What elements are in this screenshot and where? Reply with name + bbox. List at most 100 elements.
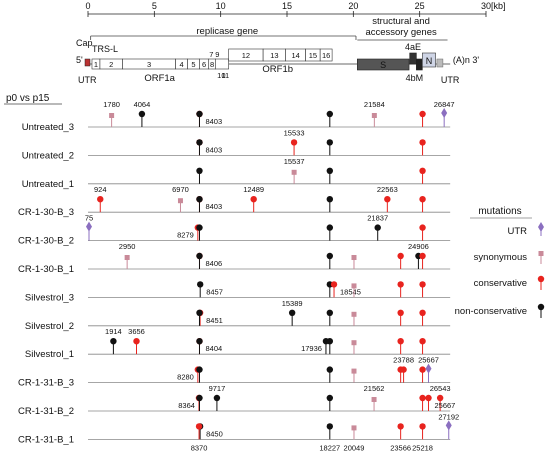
mutation-marker-conservative — [419, 196, 426, 203]
mutation-position-label: 27192 — [438, 412, 459, 421]
mutation-marker-synonymous — [351, 340, 357, 346]
mutation-marker-conservative — [397, 423, 404, 430]
mutation-marker-non-conservative — [196, 110, 203, 118]
five-prime-label: 5' — [76, 55, 83, 65]
mutation-marker-synonymous — [351, 425, 357, 431]
scale-tick-label: 5 — [152, 1, 157, 11]
mutation-marker-utr — [85, 221, 92, 232]
nsp-label: 5 — [191, 60, 195, 69]
mutation-position-label: 8457 — [206, 287, 223, 296]
s-gene-box — [357, 58, 410, 71]
mutation-position-label: 18227 — [319, 443, 340, 452]
mutation-marker-non-conservative — [138, 110, 146, 118]
mutation-position-label: 8403 — [205, 202, 222, 211]
legend-item-label: conservative — [474, 278, 527, 289]
mutation-marker-conservative — [195, 423, 203, 430]
sample-name: CR-1-31-B_1 — [18, 434, 74, 445]
mutation-marker-non-conservative — [326, 110, 334, 118]
mutation-marker-synonymous — [351, 283, 357, 289]
utr-right-label: UTR — [441, 75, 460, 85]
nsp-label: 11 — [221, 71, 229, 80]
mutation-marker-non-conservative — [326, 309, 334, 316]
gene-4ae-label: 4aE — [405, 42, 421, 52]
mutation-position-label: 2950 — [119, 242, 136, 251]
sample-name: CR-1-31-B_3 — [18, 378, 74, 389]
mutation-marker-conservative — [290, 139, 298, 146]
mutation-position-label: 3656 — [128, 327, 145, 336]
mutation-position-label: 8403 — [205, 117, 222, 126]
mutation-position-label: 15389 — [282, 299, 303, 308]
nsp-box — [215, 58, 229, 70]
mutation-marker-conservative — [250, 196, 257, 203]
sample-tracks: Untreated_3 1780 4064 8403 21584 26847 Untreat… — [18, 100, 459, 452]
mutation-position-label: 6970 — [172, 185, 189, 194]
mutation-position-label: 26847 — [434, 100, 455, 109]
mutation-marker-conservative — [397, 252, 404, 260]
mutation-marker-conservative — [419, 224, 426, 231]
legend-item-label: synonymous — [474, 252, 528, 263]
gene-4bm-box — [416, 58, 423, 71]
structural-label-2: accessory genes — [365, 27, 437, 38]
replicase-gene-label: replicase gene — [196, 26, 258, 37]
nsp-box — [319, 48, 333, 62]
scale-tick-label: 20 — [348, 1, 358, 11]
polya-label: (A)n 3' — [453, 55, 480, 65]
nsp-label: 15 — [309, 51, 317, 60]
mutation-position-label: 8364 — [178, 401, 195, 410]
mutation-marker-non-conservative — [196, 281, 204, 288]
legend-item-label: non-conservative — [455, 306, 527, 317]
gene-4bm-label: 4bM — [406, 73, 424, 83]
scale-tick-label: 15 — [282, 1, 292, 11]
sample-name: CR-1-30-B_1 — [18, 264, 74, 275]
mutation-marker-non-conservative — [196, 167, 203, 174]
mutation-position-label: 23566 — [390, 443, 411, 452]
mutation-marker-non-conservative — [110, 338, 117, 345]
nsp-label: 4 — [179, 60, 183, 69]
sample-name: Untreated_2 — [22, 150, 74, 161]
mutation-position-label: 8280 — [177, 373, 194, 382]
sample-name: Silvestrol_1 — [25, 349, 74, 360]
mutation-position-label: 75 — [85, 214, 93, 223]
nsp-label: 6 — [202, 60, 206, 69]
mutation-position-label: 21562 — [364, 384, 385, 393]
nsp-label: 2 — [109, 60, 113, 69]
mutation-marker-synonymous — [177, 198, 183, 204]
mutation-marker-non-conservative — [326, 196, 334, 203]
mutation-position-label: 8451 — [206, 316, 223, 325]
mutation-marker-non-conservative — [288, 309, 296, 316]
mutation-marker-utr — [445, 420, 452, 431]
n-gene-box — [422, 52, 436, 68]
mutation-position-label: 18545 — [340, 287, 361, 296]
mutation-marker-conservative — [419, 110, 426, 118]
mutation-marker-non-conservative — [326, 338, 334, 345]
legend-conservative-icon — [537, 275, 545, 283]
mutation-marker-conservative — [436, 394, 444, 402]
nsp-label: 16 — [322, 51, 330, 60]
cap-label: Cap — [76, 38, 93, 48]
scale-tick-label: 30 — [481, 1, 491, 11]
mutation-marker-non-conservative — [326, 167, 334, 174]
mutation-marker-conservative — [419, 281, 426, 288]
mutation-marker-conservative — [133, 338, 140, 345]
mutation-marker-synonymous — [371, 397, 377, 402]
legend-utr-icon — [538, 222, 544, 232]
structural-label-1: structural and — [372, 16, 430, 27]
mutation-position-label: 21837 — [367, 214, 388, 223]
mutation-marker-conservative — [397, 338, 404, 345]
nsp-label: 9 — [215, 50, 219, 59]
mutation-legend: mutations UTR synonymous conservative non-co… — [455, 206, 545, 318]
mutation-marker-conservative — [397, 281, 404, 288]
mutation-marker-synonymous — [291, 169, 297, 175]
mutation-position-label: 17936 — [301, 344, 322, 353]
sample-name: CR-1-30-B_3 — [18, 207, 74, 218]
mutation-position-label: 4064 — [134, 100, 151, 109]
trs-l-label: TRS-L — [92, 44, 118, 54]
mutation-position-label: 924 — [94, 185, 107, 194]
utr-right-box — [436, 58, 444, 68]
scale-tick-label: 25 — [415, 1, 425, 11]
gene-4ae-box — [409, 52, 417, 65]
mutation-position-label: 8406 — [206, 259, 223, 268]
mutation-position-label: 25667 — [435, 401, 456, 410]
